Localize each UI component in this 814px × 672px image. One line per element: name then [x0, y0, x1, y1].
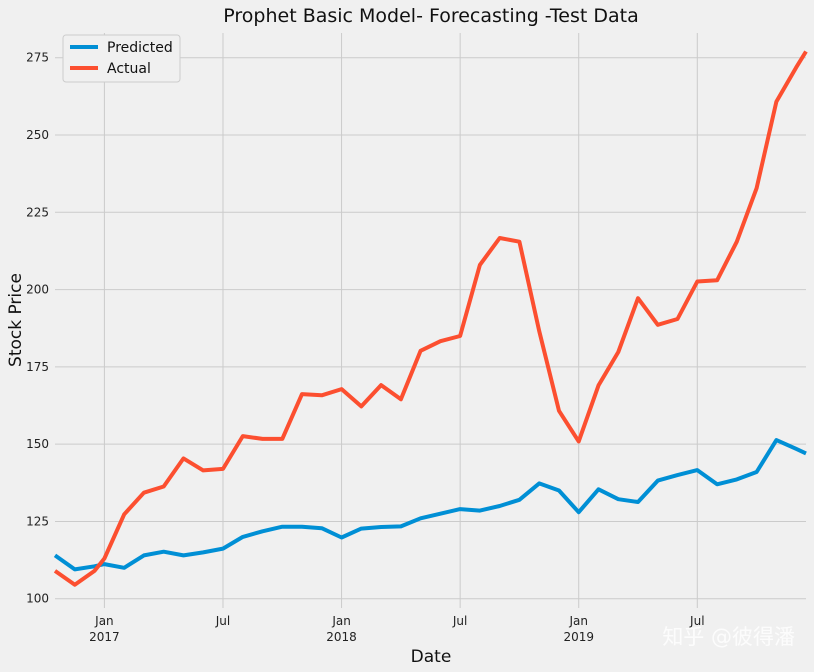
series-line-actual	[53, 50, 808, 587]
x-tick-label: Jan 2017	[89, 614, 120, 644]
x-tick-label: Jul	[452, 614, 467, 628]
series-line-predicted	[53, 438, 807, 572]
y-tick-label: 225	[26, 205, 49, 219]
x-tick-label: Jul	[215, 614, 230, 628]
y-tick-label: 250	[26, 128, 49, 142]
chart-title: Prophet Basic Model- Forecasting -Test D…	[223, 5, 638, 27]
y-tick-label: 275	[26, 51, 49, 65]
x-tick-label: Jul	[689, 614, 704, 628]
y-tick-label: 175	[26, 360, 49, 374]
y-tick-label: 200	[26, 283, 49, 297]
y-axis-label: Stock Price	[6, 273, 26, 367]
x-tick-label: Jan 2019	[563, 614, 594, 644]
y-axis-ticks: 100 125 150 175 200 225 250 275	[26, 51, 49, 606]
legend: Predicted Actual	[62, 34, 181, 83]
y-tick-label: 100	[26, 592, 49, 606]
watermark: 知乎 @彼得潘	[662, 625, 795, 649]
legend-label-predicted: Predicted	[107, 40, 173, 56]
series-group	[53, 50, 808, 587]
y-tick-label: 125	[26, 514, 49, 528]
x-axis-label: Date	[411, 647, 452, 667]
x-tick-label: Jan 2018	[326, 614, 357, 644]
legend-label-actual: Actual	[107, 61, 151, 77]
y-tick-label: 150	[26, 437, 49, 451]
x-axis-ticks: Jan 2017 Jul Jan 2018 Jul Jan 2019 Jul	[89, 614, 704, 644]
